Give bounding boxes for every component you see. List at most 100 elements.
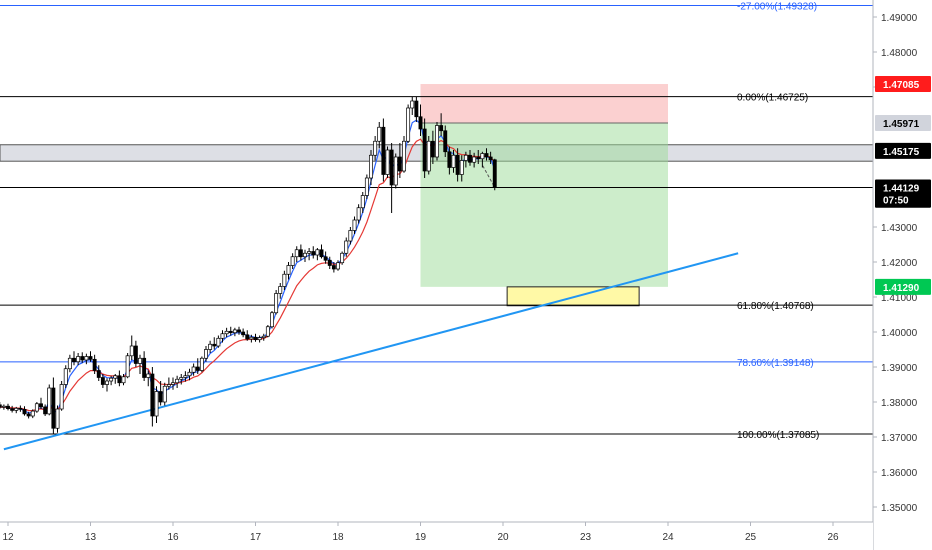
price-tag-box — [875, 179, 931, 196]
candle-body — [232, 329, 237, 334]
candle-body — [43, 406, 48, 415]
fib-level-label: 61.80%(1.40768) — [737, 301, 814, 312]
zones-layer — [0, 84, 874, 307]
candle-body — [179, 377, 184, 380]
price-tag-box — [875, 76, 931, 93]
candle-body — [476, 156, 481, 160]
candle-body — [216, 337, 221, 347]
candle-body — [278, 286, 283, 294]
candle-body — [327, 259, 332, 266]
candle-body — [274, 293, 279, 314]
candle-body — [34, 403, 39, 412]
candle-body — [439, 125, 444, 132]
candle-body — [96, 370, 101, 378]
candle-body — [249, 336, 254, 340]
price-tag-label: 1.41290 — [883, 283, 920, 294]
candle-body — [406, 107, 411, 142]
candle-body — [162, 385, 167, 403]
candle-body — [105, 380, 109, 385]
x-tick-label: 25 — [745, 532, 757, 543]
candle-body — [109, 377, 114, 382]
trendline[interactable] — [3, 252, 739, 451]
x-tick-label: 23 — [580, 532, 592, 543]
candle-body — [451, 154, 456, 168]
time-axis-panel[interactable] — [0, 522, 873, 550]
candle-body — [121, 376, 126, 384]
candle-body — [154, 391, 159, 417]
candle-body — [435, 125, 439, 158]
candle-body — [146, 373, 151, 378]
candle-body — [468, 154, 472, 163]
y-tick-label: 1.39000 — [881, 363, 918, 374]
candles-layer — [0, 96, 497, 434]
candle-body — [113, 375, 118, 379]
candle-body — [352, 219, 357, 231]
candle-body — [63, 368, 68, 385]
trendline-layer[interactable] — [3, 252, 739, 451]
candle-body — [253, 336, 258, 341]
candle-body — [158, 391, 163, 403]
candle-body — [204, 349, 208, 359]
candle-body — [55, 408, 60, 429]
candle-body — [364, 177, 369, 196]
stop-loss-zone[interactable] — [420, 84, 669, 124]
candle-body — [336, 262, 340, 270]
candle-body — [67, 357, 72, 370]
candle-body — [455, 154, 460, 175]
candle-body — [344, 240, 349, 254]
candle-body — [381, 126, 386, 175]
candle-body — [356, 207, 361, 221]
candle-body — [129, 345, 134, 357]
candle-body — [311, 251, 316, 256]
candle-body — [463, 154, 468, 161]
fib-level-label: 100.00%(1.37085) — [737, 430, 819, 441]
candle-body — [212, 343, 217, 347]
candle-body — [47, 387, 52, 415]
candle-body — [397, 156, 402, 172]
candle-body — [331, 265, 336, 270]
price-tag-label: 1.45175 — [883, 147, 920, 158]
candle-body — [422, 128, 427, 172]
candle-body — [414, 100, 419, 118]
fib-level-label: -27.00%(1.49328) — [737, 2, 817, 13]
candle-body — [183, 375, 188, 378]
candle-body — [175, 378, 180, 384]
x-tick-label: 20 — [497, 532, 509, 543]
candle-body — [138, 357, 142, 364]
candle-body — [72, 357, 76, 363]
fib-level-label: 78.60%(1.39148) — [737, 358, 814, 369]
candle-body — [402, 140, 406, 172]
candle-body — [39, 403, 43, 408]
take-profit-zone[interactable] — [420, 123, 669, 287]
x-tick-label: 26 — [827, 532, 839, 543]
candle-body — [220, 333, 225, 339]
candle-body — [480, 153, 485, 160]
x-tick-label: 24 — [662, 532, 674, 543]
candle-body — [191, 366, 196, 373]
candle-body — [418, 116, 423, 130]
candle-body — [150, 373, 155, 417]
candle-body — [88, 356, 93, 360]
candle-body — [241, 331, 246, 336]
candle-body — [1, 405, 6, 408]
candle-body — [307, 251, 312, 254]
candle-body — [14, 407, 19, 411]
candle-body — [323, 256, 328, 261]
candle-body — [373, 140, 378, 156]
candle-body — [319, 249, 324, 258]
candle-body — [443, 130, 448, 153]
x-tick-label: 19 — [415, 532, 427, 543]
candle-body — [492, 159, 497, 188]
candle-body — [30, 410, 35, 417]
candle-body — [257, 337, 262, 341]
candle-body — [245, 334, 250, 340]
candle-body — [315, 249, 320, 256]
candle-body — [224, 330, 229, 335]
candle-body — [18, 407, 23, 410]
candle-body — [389, 149, 394, 186]
candle-body — [208, 343, 213, 350]
candle-body — [80, 356, 85, 361]
candle-body — [0, 404, 2, 408]
y-tick-label: 1.38000 — [881, 398, 918, 409]
